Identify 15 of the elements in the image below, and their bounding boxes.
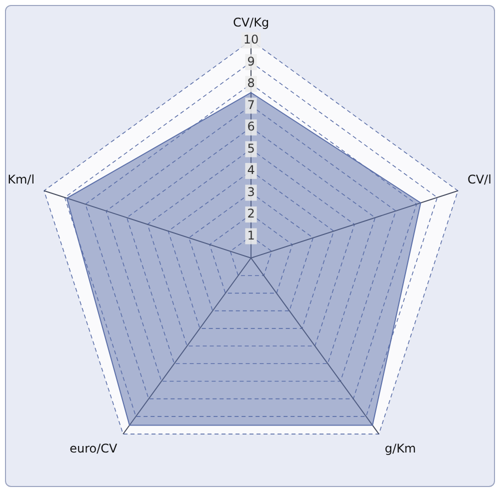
spoke-label: Km/l	[8, 172, 35, 187]
y-tick-label: 3	[247, 184, 255, 199]
y-tick-label: 8	[247, 76, 255, 90]
y-tick-label: 2	[247, 206, 255, 221]
spoke-label: g/Km	[384, 441, 416, 456]
y-tick-label: 4	[247, 163, 255, 178]
y-tick-label: 1	[247, 228, 255, 242]
y-tick-label: 7	[247, 98, 255, 112]
y-tick-label: 9	[247, 54, 255, 68]
spoke-label: CV/l	[467, 172, 492, 187]
y-tick-label: 10	[243, 32, 259, 47]
spoke-label: CV/Kg	[232, 15, 270, 30]
y-tick-label: 6	[247, 120, 255, 134]
y-tick-label: 5	[247, 141, 255, 156]
spoke-label: euro/CV	[70, 441, 118, 456]
